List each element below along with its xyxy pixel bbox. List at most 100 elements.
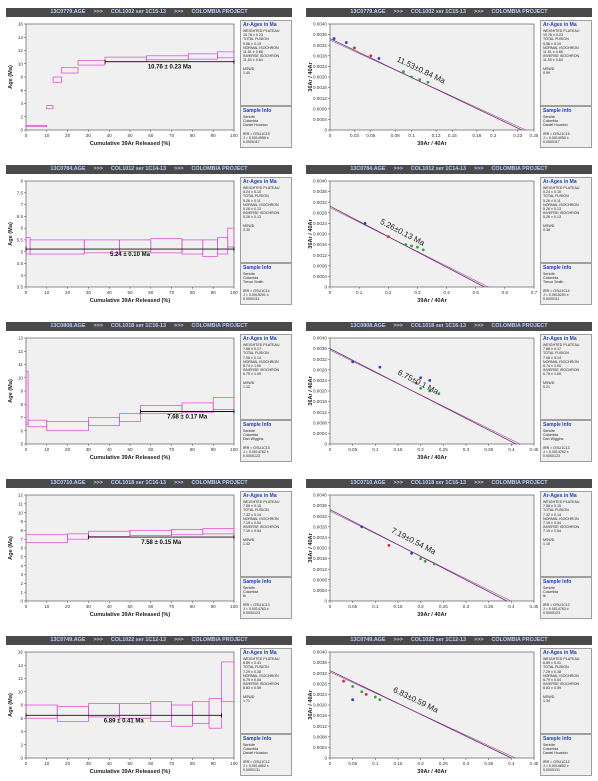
x-tick-label: 0 — [329, 604, 332, 609]
x-tick-label: 60 — [148, 761, 154, 766]
plot-area — [25, 180, 235, 288]
age-line: 9.56 ± 0.19 — [543, 41, 561, 46]
project-name: COLOMBIA PROJECT — [191, 323, 248, 329]
x-tick-label: 20 — [65, 447, 71, 452]
arrows: >>> — [174, 637, 184, 643]
y-tick-label: 0.0036 — [313, 189, 327, 194]
age-line: WEIGHTED PLATEAU — [543, 500, 580, 504]
sample-line: tk — [543, 594, 546, 599]
age-line: NORMAL ISOCHRON — [243, 359, 279, 364]
sample-line: Colombia — [243, 119, 259, 124]
sample-box-title: Sample Info — [243, 579, 272, 585]
y-tick-label: 0.0036 — [313, 32, 327, 37]
age-line: NORMAL ISOCHRON — [243, 673, 279, 678]
mswd-line: MSWD — [543, 537, 555, 542]
y-tick-label: 8 — [20, 528, 23, 533]
x-tick-label: 0.1 — [372, 604, 379, 609]
y-tick-label: 0.0036 — [313, 660, 327, 665]
ages-box-title: Ar-Ages in Ma — [543, 336, 577, 342]
arrows: >>> — [93, 166, 103, 172]
y-tick-label: 0.0020 — [313, 232, 327, 237]
plot-container: 0 0.0004 0.0008 0.0012 0.0016 0.0020 0.0024 0.0… — [306, 648, 539, 776]
y-tick-label: 2 — [20, 742, 23, 747]
y-tick-label: 0.0008 — [313, 734, 327, 739]
project-name: COLOMBIA PROJECT — [191, 637, 248, 643]
isochron-error-line — [329, 349, 520, 445]
mswd-line: MSWD — [243, 66, 255, 71]
plot-area — [329, 494, 535, 602]
data-point — [428, 379, 432, 382]
irr-line: 0.0000131 — [543, 768, 560, 773]
x-tick-label: 0.45 — [530, 604, 538, 609]
sample-line: Sericite — [243, 743, 255, 747]
ages-box: Ar-Ages in Ma WEIGHTED PLATEAU 7.68 ± 0.17… — [241, 335, 291, 419]
y-axis-label: 36Ar / 40Ar — [308, 61, 314, 91]
y-tick-label: 0.0012 — [313, 410, 327, 415]
ages-box: Ar-Ages in Ma WEIGHTED PLATEAU 5.24 ± 0.10… — [541, 178, 591, 262]
y-tick-label: 12 — [18, 48, 24, 53]
y-tick-label: 0.0020 — [313, 75, 327, 80]
project-name: COLOMBIA PROJECT — [491, 480, 548, 486]
panel-header: 13C0808.AGE >>> COL1018 ser 1C16-13 >>> COLO… — [6, 322, 292, 331]
y-tick-label: 0.0028 — [313, 367, 327, 372]
y-tick-label: 0.0008 — [313, 420, 327, 425]
x-tick-label: 30 — [86, 761, 92, 766]
sample-box: Sample Info Sericite Colombia Daniel Housto… — [541, 107, 591, 147]
y-axis-label: 36Ar / 40Ar — [308, 532, 314, 562]
sample-line: Trevor Smith — [243, 280, 264, 285]
sample-line: Sericite — [243, 429, 255, 433]
isochron-chart: 0 0.0004 0.0008 0.0012 0.0016 0.0020 0.0024 0.0… — [308, 336, 539, 461]
project-name: COLOMBIA PROJECT — [191, 9, 248, 15]
info-sidebar: Ar-Ages in Ma WEIGHTED PLATEAU 5.24 ± 0.10… — [540, 177, 592, 305]
data-point — [363, 222, 367, 225]
arrows: >>> — [393, 323, 403, 329]
sample-line: Sericite — [243, 115, 255, 119]
age-line: 6.79 ± 0.54 — [543, 678, 561, 683]
y-tick-label: 8 — [20, 402, 23, 407]
y-tick-label: 12 — [18, 676, 24, 681]
arrows: >>> — [474, 166, 484, 172]
data-point — [404, 243, 408, 246]
sample-line: Colombia — [543, 276, 559, 281]
y-tick-label: 2 — [20, 581, 23, 586]
y-tick-label: 0.0012 — [313, 96, 327, 101]
sample-line: Sericite — [243, 586, 255, 590]
arrows: >>> — [174, 9, 184, 15]
panel-header: 13C0749.AGE >>> COL1022 ser 1C12-13 >>> COLO… — [6, 636, 292, 645]
y-tick-label: 0.0016 — [313, 399, 327, 404]
x-tick-label: 0 — [25, 447, 28, 452]
mswd-line: 1.10 — [543, 542, 550, 547]
x-tick-label: 50 — [127, 290, 133, 295]
age-line: 5.26 ± 0.11 — [543, 198, 561, 203]
age-line: 5.26 ± 0.13 — [243, 215, 261, 220]
x-tick-label: 20 — [65, 604, 71, 609]
step-box — [227, 227, 235, 248]
y-tick-label: 4 — [20, 273, 23, 278]
age-spectrum-chart: 0 2 4 6 8 10 12 14 16 0 10 20 30 40 50 60 70 80 90 100 Cumul… — [8, 650, 238, 775]
y-axis-label: Age (Ma) — [8, 693, 14, 717]
sample-line: Daniel Houston — [243, 123, 268, 128]
x-tick-label: 20 — [65, 290, 71, 295]
mswd-line: MSWD — [243, 223, 255, 228]
x-axis-label: Cumulative 39Ar Released (%) — [90, 298, 171, 304]
age-spectrum-panel: 13C0808.AGE >>> COL1018 ser 1C16-13 >>> COLO… — [6, 322, 292, 462]
age-line: TOTAL FUSION — [543, 508, 569, 513]
x-tick-label: 0 — [329, 290, 332, 295]
x-tick-label: 40 — [107, 290, 113, 295]
mswd-line: 1.40 — [243, 71, 250, 76]
age-line: 6.89 ± 0.41 — [243, 661, 261, 666]
x-tick-label: 0.3 — [414, 290, 421, 295]
irr-line: J = 0.0015201 ± — [243, 293, 269, 298]
isochron-panel: 13C0808.AGE >>> COL1018 ser 1C16-13 >>> COLO… — [306, 322, 592, 462]
y-tick-label: 0.0008 — [313, 577, 327, 582]
sample-line: Daniel Houston — [243, 751, 268, 756]
age-line: NORMAL ISOCHRON — [543, 359, 579, 364]
isochron-error-line — [329, 39, 526, 131]
age-line: 6.74 ± 1.00 — [543, 364, 561, 369]
sample-line: Dan Wiggins — [243, 437, 264, 442]
x-tick-label: 0.3 — [463, 761, 470, 766]
x-axis-label: 39Ar / 40Ar — [417, 769, 447, 775]
info-sidebar: Ar-Ages in Ma WEIGHTED PLATEAU 7.58 ± 0.15… — [540, 491, 592, 619]
y-tick-label: 0.0036 — [313, 346, 327, 351]
y-tick-label: 0.0040 — [313, 493, 327, 498]
